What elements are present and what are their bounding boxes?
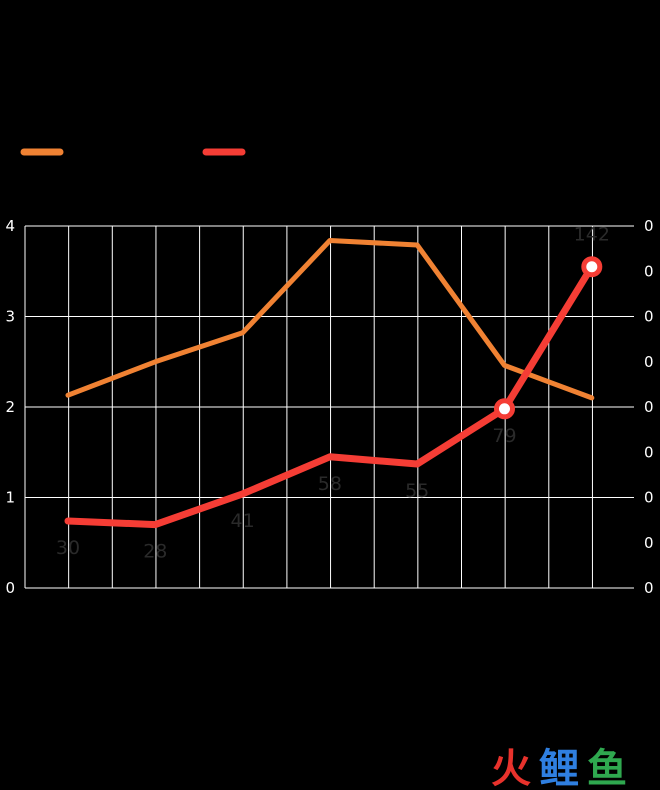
series-line (65, 238, 595, 401)
left-axis: 0 1 2 3 4 (5, 217, 15, 597)
left-tick-label: 4 (5, 217, 15, 235)
left-tick-label: 0 (5, 579, 15, 597)
data-label: 142 (574, 224, 610, 246)
right-tick-label: 0 (644, 489, 654, 507)
watermark-logo: 火鲤鱼 (491, 746, 627, 790)
data-label: 30 (56, 537, 80, 559)
data-point (581, 256, 603, 278)
data-label: 41 (231, 510, 255, 532)
watermark-char: 鲤 (539, 746, 579, 790)
data-label: 58 (318, 473, 342, 495)
data-point (494, 398, 515, 420)
right-tick-label: 0 (644, 353, 654, 371)
grid (24, 225, 634, 589)
right-tick-label: 0 (644, 398, 654, 416)
right-tick-label: 0 (644, 443, 654, 461)
watermark-char: 火 (491, 746, 531, 790)
data-labels: 30 28 41 58 55 79 142 (56, 224, 610, 563)
series-markers (494, 256, 603, 420)
right-tick-label: 0 (644, 308, 654, 326)
right-axis: 0 0 0 0 0 0 0 0 0 (644, 217, 654, 597)
right-tick-label: 0 (644, 262, 654, 280)
data-label: 55 (405, 480, 429, 502)
right-tick-label: 0 (644, 217, 654, 235)
left-tick-label: 2 (5, 398, 15, 416)
watermark-char: 鱼 (587, 746, 627, 790)
data-label: 28 (143, 541, 167, 563)
right-tick-label: 0 (644, 534, 654, 552)
right-tick-label: 0 (644, 579, 654, 597)
left-tick-label: 1 (5, 489, 15, 507)
data-label: 79 (492, 425, 516, 447)
left-tick-label: 3 (5, 308, 15, 326)
